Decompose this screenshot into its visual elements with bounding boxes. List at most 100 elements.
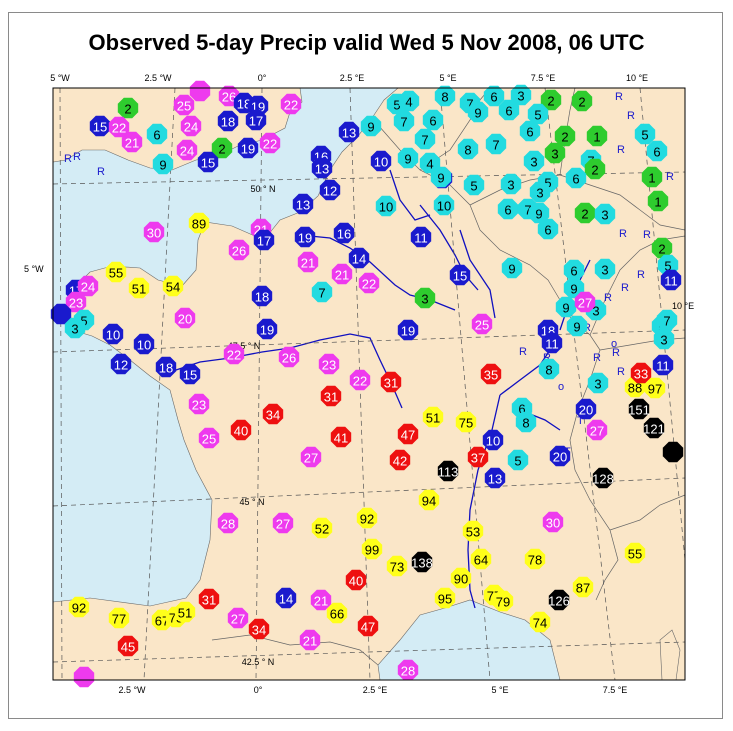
top-axis-label: 5 °W [50,73,70,83]
station-marker: 22 [280,93,302,115]
station-symbol [467,101,489,123]
station-symbol [457,138,479,160]
station-value: 13 [488,472,502,487]
station-value: 26 [232,244,246,259]
station-value: 51 [178,606,192,621]
station-value: 15 [201,156,215,171]
station-marker: 47 [357,615,379,637]
station-value: 5 [664,259,671,274]
station-value: 47 [401,428,415,443]
station-value: 2 [591,163,598,178]
station-marker: 23 [188,393,210,415]
station-value: 45 [121,640,135,655]
station-symbol [230,419,252,441]
station-symbol [386,555,408,577]
station-symbol [311,517,333,539]
top-axis-label: 5 °E [439,73,456,83]
station-marker: 10 [370,150,392,172]
station-marker: 26 [278,346,300,368]
station-value: 8 [441,90,448,105]
station-marker: 15 [197,151,219,173]
station-marker: 25 [471,313,493,335]
remark-label: R [604,292,612,304]
station-marker: 1 [641,166,663,188]
station-marker: 20 [549,445,571,467]
station-marker: 25 [198,427,220,449]
station-symbol [572,576,594,598]
station-marker: 9 [360,115,382,137]
station-marker: 22 [358,272,380,294]
station-symbol [211,137,233,159]
station-symbol [253,229,275,251]
station-marker: 18 [155,356,177,378]
station-symbol [128,277,150,299]
station-symbol [563,277,585,299]
station-value: 11 [656,359,670,374]
station-symbol [189,80,211,102]
station-symbol [121,131,143,153]
station-value: 3 [507,178,514,193]
station-marker: 13 [292,193,314,215]
station-value: 33 [634,367,648,382]
station-value: 9 [404,152,411,167]
station-value: 6 [504,203,511,218]
station-value: 73 [390,560,404,575]
station-value: 5 [641,128,648,143]
station-value: 1 [593,130,600,145]
station-symbol [108,607,130,629]
station-value: 11 [664,274,678,289]
station-value: 138 [411,556,433,571]
station-marker: 74 [529,611,551,633]
station-symbol [223,343,245,365]
station-marker: 6 [537,218,559,240]
station-value: 2 [578,95,585,110]
station-marker: 27 [574,291,596,313]
station-value: 18 [159,361,173,376]
station-marker: 41 [330,426,352,448]
station-value: 3 [601,208,608,223]
station-value: 4 [405,95,412,110]
station-symbol [272,512,294,534]
station-symbol [146,123,168,145]
station-marker: 51 [128,277,150,299]
station-value: 8 [522,416,529,431]
station-marker: 11 [410,226,432,248]
station-marker: 5 [463,174,485,196]
station-marker: 66 [326,602,348,624]
station-symbol [641,166,663,188]
station-marker: 22 [108,116,130,138]
station-value: 21 [314,594,328,609]
station-symbol [245,109,267,131]
station-marker: 2 [571,90,593,112]
station-marker: 24 [180,115,202,137]
station-value: 15 [453,269,467,284]
station-symbol [300,446,322,468]
station-symbol [397,659,419,681]
station-symbol [102,323,124,345]
station-value: 14 [279,592,293,607]
station-symbol [331,263,353,285]
station-value: 77 [112,612,126,627]
station-symbol [65,291,87,313]
station-symbol [393,110,415,132]
station-symbol [117,635,139,657]
station-marker: 8 [515,411,537,433]
station-value: 90 [454,572,468,587]
bottom-axis-label: 0° [254,685,263,695]
station-value: 42 [393,454,407,469]
station-marker: 17 [253,229,275,251]
station-value: 5 [514,454,521,469]
station-marker: 51 [174,601,196,623]
station-marker: 4 [398,90,420,112]
bottom-axis-label: 2.5 °E [363,685,388,695]
station-symbol [523,150,545,172]
station-marker: 78 [524,548,546,570]
station-value: 27 [578,296,592,311]
station-symbol [348,247,370,269]
station-marker: 92 [356,507,378,529]
station-marker: 3 [529,181,551,203]
station-marker: 6 [563,259,585,281]
station-marker: 47 [397,423,419,445]
station-value: 22 [263,137,277,152]
station-symbol [133,333,155,355]
